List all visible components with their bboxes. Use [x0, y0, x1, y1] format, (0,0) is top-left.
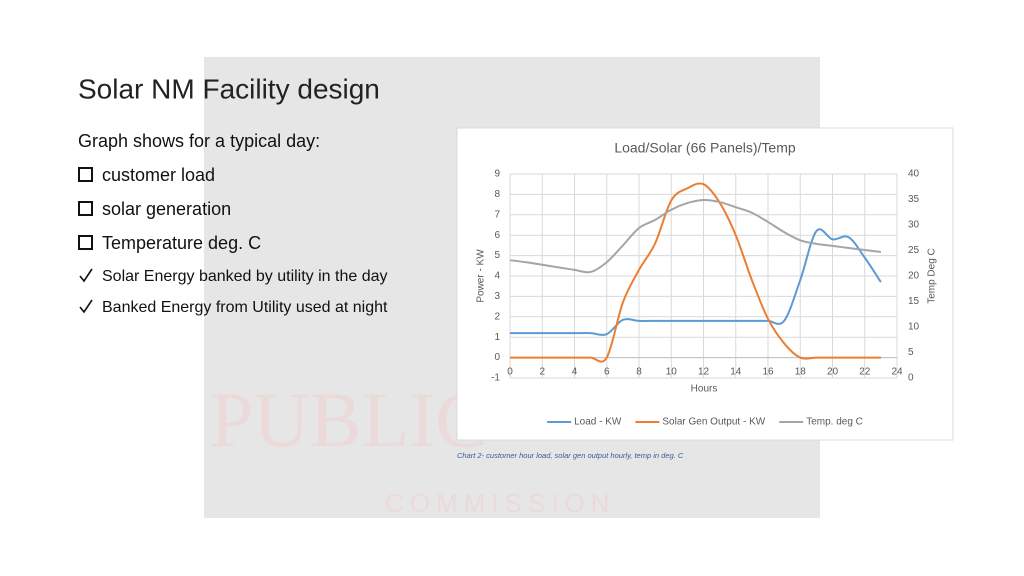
y-tick-label: 3 — [494, 291, 500, 302]
y-tick-label: 0 — [494, 352, 500, 363]
x-axis-title: Hours — [691, 384, 718, 395]
x-tick-label: 10 — [666, 367, 678, 378]
y2-tick-label: 15 — [908, 296, 920, 307]
x-tick-label: 24 — [891, 367, 903, 378]
x-tick-label: 6 — [604, 367, 610, 378]
y-tick-label: 2 — [494, 311, 500, 322]
box-marker — [78, 201, 93, 216]
y-tick-label: 6 — [494, 230, 500, 241]
y-tick-label: 4 — [494, 271, 500, 282]
y2-tick-label: 30 — [908, 220, 920, 231]
bullet: Solar Energy banked by utility in the da… — [102, 268, 388, 285]
y2-tick-label: 5 — [908, 347, 914, 358]
chart-area — [456, 127, 954, 441]
box-marker — [78, 235, 93, 250]
y2-tick-label: 40 — [908, 169, 920, 180]
y2-tick-label: 35 — [908, 194, 920, 205]
slide-title: Solar NM Facility design — [78, 73, 380, 104]
check-marker — [79, 268, 93, 283]
x-tick-label: 12 — [698, 367, 710, 378]
y2-tick-label: 0 — [908, 373, 914, 384]
x-tick-label: 4 — [572, 367, 578, 378]
x-tick-label: 18 — [795, 367, 807, 378]
box-marker — [78, 167, 93, 182]
chart-title: Load/Solar (66 Panels)/Temp — [614, 140, 796, 156]
y-tick-label: 8 — [494, 189, 500, 200]
watermark-text: COMMISSION — [385, 488, 615, 518]
y-tick-label: -1 — [491, 373, 500, 384]
y2-tick-label: 10 — [908, 322, 920, 333]
x-tick-label: 20 — [827, 367, 839, 378]
watermark-text: PUBLIC — [210, 376, 487, 463]
bullet: customer load — [102, 165, 215, 185]
series-line — [509, 199, 882, 274]
caption: Chart 2- customer hour load, solar gen o… — [457, 451, 684, 460]
intro: Graph shows for a typical day: — [78, 131, 320, 151]
legend-label: Solar Gen Output - KW — [662, 417, 765, 428]
x-tick-label: 16 — [762, 367, 774, 378]
y-tick-label: 5 — [494, 250, 500, 261]
series-line — [510, 228, 882, 336]
y2-axis-title: Temp Deg C — [927, 248, 938, 304]
y-axis-title: Power - KW — [476, 249, 487, 303]
x-tick-label: 0 — [507, 367, 513, 378]
legend-label: Temp. deg C — [806, 417, 863, 428]
y-tick-label: 7 — [494, 209, 500, 220]
x-tick-label: 8 — [636, 367, 642, 378]
y2-tick-label: 25 — [908, 245, 920, 256]
bullet: Temperature deg. C — [102, 233, 261, 253]
y-tick-label: 1 — [494, 332, 500, 343]
x-tick-label: 2 — [539, 367, 545, 378]
check-marker — [79, 299, 93, 314]
x-tick-label: 14 — [730, 367, 742, 378]
legend-label: Load - KW — [574, 417, 622, 428]
x-tick-label: 22 — [859, 367, 871, 378]
y2-tick-label: 20 — [908, 271, 920, 282]
series-line — [510, 182, 881, 363]
bullet: Banked Energy from Utility used at night — [102, 299, 388, 316]
y-tick-label: 9 — [494, 169, 500, 180]
bullet: solar generation — [102, 199, 231, 219]
